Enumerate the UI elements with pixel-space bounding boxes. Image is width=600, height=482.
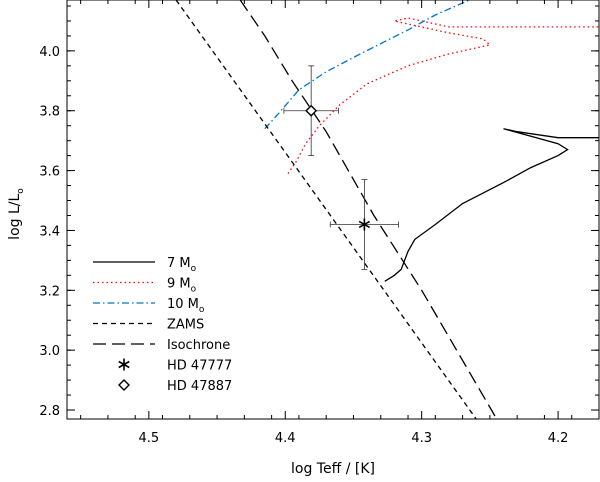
legend-label-10-m: 10 Mo: [167, 297, 205, 315]
tick-marks: [67, 0, 600, 419]
y-tick-label: 3.4: [39, 224, 60, 239]
y-tick-label: 3.6: [39, 165, 60, 180]
marker-hd-47777: [358, 218, 370, 231]
svg-text:log L/Lo: log L/Lo: [7, 188, 26, 240]
curves-layer: [175, 0, 599, 419]
y-axis-title-main: log L/L: [7, 194, 23, 240]
y-axis-title: log L/Lo: [7, 188, 26, 240]
y-tick-label: 4.0: [39, 45, 60, 60]
legend-label-7-m: 7 Mo: [167, 256, 197, 274]
legend-label-hd-47887: HD 47887: [167, 379, 232, 394]
plot-frame: [66, 0, 600, 420]
legend-marker-hd-47777: [118, 358, 130, 371]
legend-label-9-m: 9 Mo: [167, 277, 197, 295]
y-tick-label: 3.0: [39, 344, 60, 359]
series-10-m: [264, 0, 470, 130]
y-tick-label: 3.8: [39, 105, 60, 120]
marker-hd-47887: [305, 104, 318, 117]
legend-label-hd-47777: HD 47777: [167, 359, 232, 374]
series-7-m: [384, 128, 599, 282]
series-9-m: [287, 17, 599, 174]
x-tick-label: 4.4: [275, 431, 296, 446]
x-axis-title: log Teff / [K]: [291, 461, 375, 477]
stars-layer: [283, 65, 399, 270]
legend-label-isochrone: Isochrone: [167, 338, 230, 353]
legend-marker-hd-47887: [118, 379, 130, 391]
tick-labels: 4.5 4.4 4.3 4.2 2.8 3.0 3.2 3.4 3.6 3.8 4.0: [39, 45, 568, 446]
y-tick-label: 3.2: [39, 284, 60, 299]
series-isochrone: [239, 0, 498, 419]
legend: 7 Mo 9 Mo 10 Mo ZAMS Isochrone HD 47777 HD 478…: [93, 256, 232, 394]
y-axis-title-sub: o: [16, 188, 26, 194]
x-tick-label: 4.5: [139, 431, 160, 446]
series-zams: [175, 0, 477, 419]
x-tick-label: 4.2: [548, 431, 569, 446]
x-tick-label: 4.3: [411, 431, 432, 446]
y-tick-label: 2.8: [39, 404, 60, 419]
legend-label-zams: ZAMS: [167, 318, 204, 333]
